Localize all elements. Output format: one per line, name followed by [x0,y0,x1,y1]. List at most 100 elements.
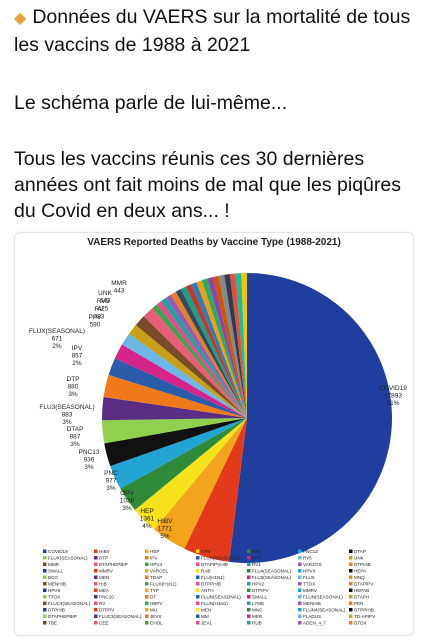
slice-label-pnc13: 3% [84,464,94,471]
legend-swatch [43,601,47,605]
legend-swatch [196,549,200,553]
legend-swatch [196,621,200,625]
slice-label-hep: 4% [142,523,152,530]
slice-label-ipv: 2% [72,360,82,367]
pie-slice-hep [154,418,247,549]
pie-slice-other [241,273,247,418]
legend-label: FLU4(SEASONAL) [252,569,292,574]
slice-label-hibv: 5% [160,533,170,540]
legend-swatch [349,614,353,618]
legend-swatch [145,595,149,599]
legend-swatch [94,588,98,592]
legend-label: DTAP [354,549,366,554]
legend-swatch [196,595,200,599]
slice-label-pnc: PNC [104,470,118,477]
pie-slice-dtap [104,418,247,467]
legend-label: FLU3(SEASONAL) [252,575,292,580]
legend-label: HBPV [150,601,163,606]
pie-slice-other [235,273,247,418]
legend-label: MEA [99,588,110,593]
legend-label: DT [150,595,156,600]
slice-label-rv: 483 [94,314,105,321]
legend-label: FLUX(H1N1) [150,582,177,587]
legend-label: MMRV [303,588,318,593]
legend-label: OPV [201,549,212,554]
legend-label: DTAPIPVHIB [201,562,228,567]
legend-swatch [196,608,200,612]
legend-label: HEP [150,549,159,554]
pie-slice-unk [135,316,247,418]
legend-label: PNC10 [99,595,114,600]
legend-label: TTOX [48,595,60,600]
slice-label-covid: 17893 [384,393,402,400]
legend-swatch [298,614,302,618]
legend-label: DTAPHEPBIP [99,562,128,567]
legend-label: SMALL [252,595,268,600]
legend-label: FLUC3(SEASONAL) [99,614,142,619]
pie-slice-ppv [114,344,248,418]
legend-swatch [94,582,98,586]
legend-swatch [247,562,251,566]
slice-label-mmr: MMR [111,280,127,287]
pie-slice-covid19 [229,273,393,563]
legend-label: VARZOS [303,562,322,567]
legend-swatch [298,549,302,553]
slice-label-flu3: 3% [62,419,72,426]
legend-swatch [247,569,251,573]
pie-slice-other [224,274,247,418]
pie-slice-other [201,278,247,418]
legend-swatch [349,621,353,625]
legend-label: BCG [48,575,58,580]
pie-slice-other [161,297,247,418]
legend-label: MEN [201,608,211,613]
legend-swatch [145,588,149,592]
slice-label-pnc13: PNC13 [79,449,100,456]
slice-label-pnc13: 936 [84,457,95,464]
legend-swatch [247,556,251,560]
pie-chart: COVID191789351%HIBV17715%HEP13614%OPV103… [29,273,407,626]
legend-swatch [43,556,47,560]
legend-swatch [298,582,302,586]
legend-label: RV5 [303,556,312,561]
legend-label: MNC [252,608,263,613]
chart-image[interactable]: VAERS Reported Deaths by Vaccine Type (1… [14,232,414,636]
legend-label: HEPAB [354,588,369,593]
legend-label: IPV [150,556,158,561]
legend-label: FLADUS [303,614,321,619]
pie-slice-opv [134,418,247,530]
legend-label: MMR [48,562,60,567]
slice-label-hibv: HIBV [157,518,173,525]
legend-swatch [247,595,251,599]
legend-label: MER [252,614,263,619]
pie-slice-pnc [120,418,247,510]
legend-label: HPV9 [48,588,60,593]
slice-label-rv: RV [95,306,105,313]
legend-swatch [94,601,98,605]
slice-label-dtap: 887 [70,434,81,441]
post-line-1: Données du VAERS sur la mortalité de tou… [14,6,411,56]
legend-swatch [94,569,98,573]
legend-label: DTOX [354,621,367,626]
legend-swatch [94,608,98,612]
post-paragraph-2: Le schéma parle de lui-même... [14,92,288,114]
legend-label: FLUX(SEASONAL) [201,556,241,561]
pie-slice-other [207,277,247,418]
legend-label: TD-APIPV [354,614,376,619]
legend-label: TBE [48,621,57,626]
slice-label-dtp: 880 [68,384,79,391]
orange-diamond-icon: ◆ [14,10,27,27]
slice-label-ipv: IPV [72,345,83,352]
legend-label: CEE [99,621,108,626]
legend-label: DTPIPV [252,588,270,593]
slice-label-dtp: 3% [68,391,78,398]
legend-swatch [349,608,353,612]
pie-slice-flux-seasonal- [108,358,247,418]
legend-label: DTPPV [99,608,115,613]
legend-label: DTAPH [354,595,369,600]
pie-slice-dtp [102,396,247,421]
legend-label: RV [99,601,106,606]
pie-slice-rv1 [122,333,247,418]
legend-label: MMRV [99,569,114,574]
slice-label-hibv: 1771 [158,526,173,533]
slice-label-flux: FLUX(SEASONAL) [29,328,85,335]
